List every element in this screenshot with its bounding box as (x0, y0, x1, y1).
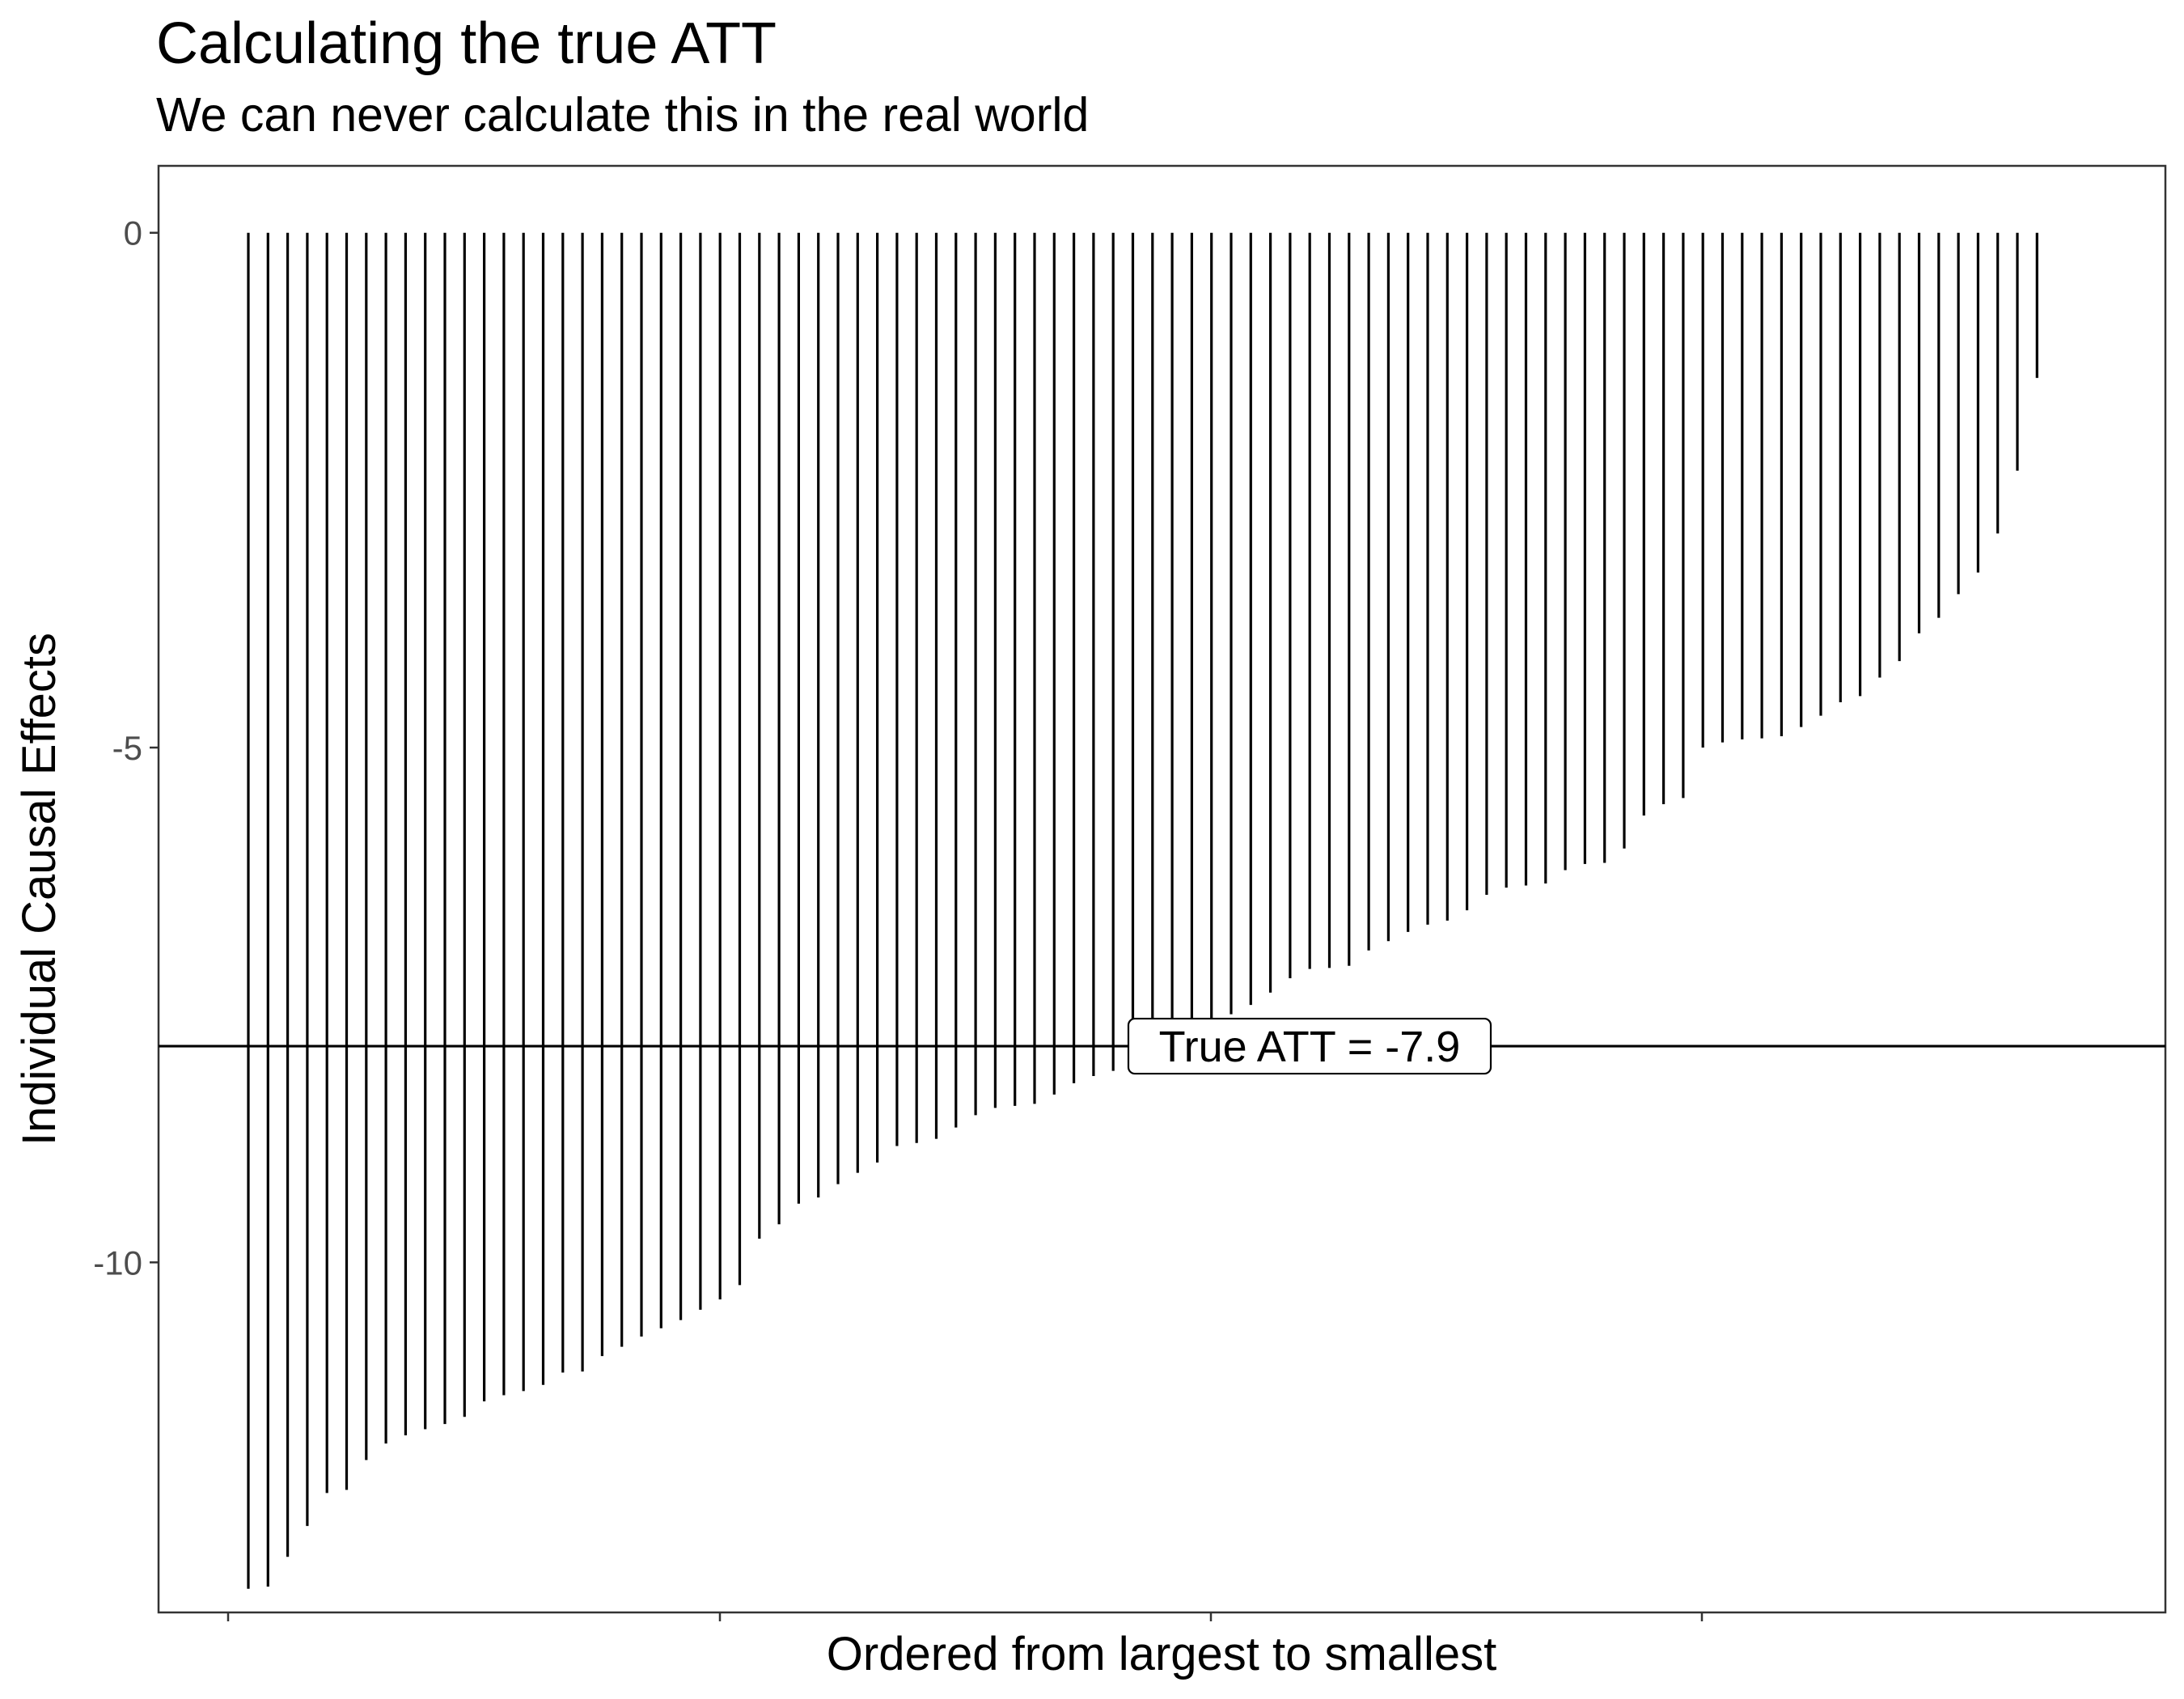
att-label-box (1127, 1017, 1492, 1075)
chart-title: Calculating the true ATT (156, 11, 777, 76)
chart-subtitle: We can never calculate this in the real … (156, 88, 1090, 142)
bars-layer (247, 232, 2038, 1589)
plot-panel (157, 164, 2167, 1614)
reference-layer: True ATT = -7.9 (159, 1017, 2165, 1075)
axis-ticks: 0 -5 -10 (93, 214, 1704, 1621)
y-axis-title: Individual Causal Effects (13, 633, 66, 1146)
att-label: True ATT = -7.9 (1159, 1023, 1461, 1071)
y-tick-label: 0 (124, 214, 142, 252)
y-tick-label: -10 (93, 1244, 142, 1282)
y-tick-label: -5 (112, 729, 142, 767)
x-axis-title: Ordered from largest to smallest (827, 1628, 1496, 1680)
